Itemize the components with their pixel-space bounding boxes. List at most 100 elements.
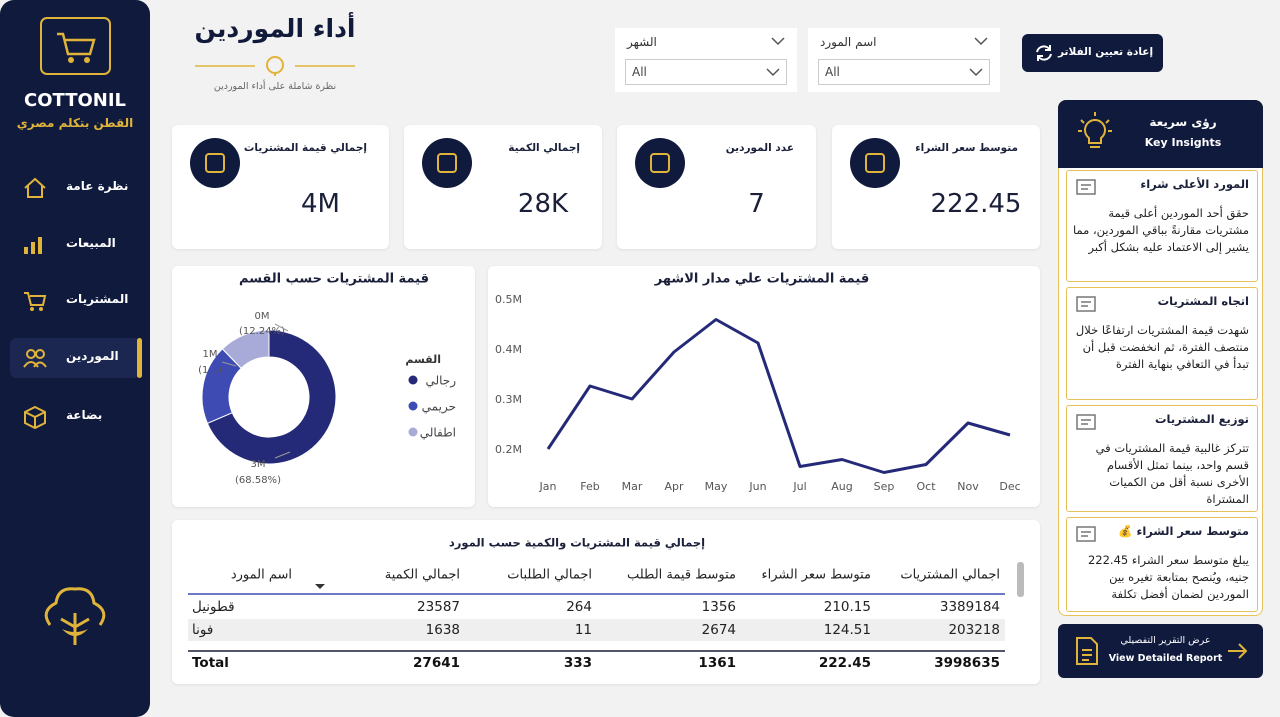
total-cell: 3998635 — [934, 655, 1000, 671]
nav-icon — [23, 349, 47, 368]
insight-text: حقق أحد الموردين أعلى قيمة مشتريات مقارن… — [1073, 206, 1249, 254]
kpi-label: عدد الموردين — [725, 142, 794, 154]
column-header: اجمالي الكمية — [385, 568, 460, 583]
table-cell: 124.51 — [824, 622, 871, 638]
slice-amount-label: 3M — [251, 459, 266, 470]
insight-glyph — [1076, 179, 1096, 195]
nav-label: المبيعات — [66, 236, 116, 250]
filter-dropdown[interactable]: All — [625, 59, 787, 85]
y-tick-label: 0.2M — [495, 443, 522, 456]
legend-swatch — [408, 375, 418, 385]
x-tick-label: Feb — [580, 480, 599, 493]
table-title: إجمالي قيمة المشتريات والكمية حسب المورد — [449, 536, 705, 551]
scrollbar — [1017, 562, 1024, 597]
kpi-value: 222.45 — [930, 189, 1022, 219]
legend-swatch — [408, 427, 418, 437]
insights-subtitle: Key Insights — [1144, 136, 1222, 149]
doc-icon — [1076, 637, 1098, 665]
reset-label: إعادة تعيين الفلاتر — [1058, 46, 1154, 58]
nav-item-active[interactable]: الموردين — [10, 338, 142, 378]
nav-item[interactable]: نظرة عامة — [10, 168, 140, 208]
filter[interactable]: الشهر All — [615, 28, 797, 92]
nav-label: نظرة عامة — [66, 179, 129, 193]
insights-title: رؤى سريعة — [1149, 115, 1217, 129]
filter[interactable]: اسم المورد All — [808, 28, 1000, 92]
x-tick-label: Nov — [957, 480, 979, 493]
column-header: متوسط سعر الشراء — [761, 568, 871, 583]
report-button[interactable]: عرض التقرير التفصيلي View Detailed Repor… — [1058, 624, 1263, 678]
kpi-value: 28K — [517, 189, 569, 219]
insight-title: اتجاه المشتريات — [1157, 294, 1249, 308]
tagline: القطن بتكلم مصري — [16, 116, 134, 130]
nav-item[interactable]: المبيعات — [10, 225, 140, 265]
chevron — [766, 68, 780, 77]
insight-card: اتجاه المشتريات شهدت قيمة المشتريات ارتفا… — [1066, 287, 1258, 400]
line-card — [488, 266, 1040, 507]
kpi-value: 4M — [301, 189, 340, 219]
kpi-glyph — [865, 153, 885, 173]
kpi-icon — [190, 138, 240, 188]
nav-icon — [24, 292, 47, 311]
kpi-label: إجمالي الكمية — [508, 142, 580, 154]
nav-item[interactable]: المشتريات — [10, 281, 140, 321]
nav-item[interactable]: بضاعة — [10, 397, 140, 437]
row-band — [188, 619, 1005, 641]
legend-label: حريمي — [422, 400, 456, 415]
leader — [221, 361, 237, 367]
x-tick-label: Aug — [831, 480, 852, 493]
kpi-card: إجمالي قيمة المشتريات 4M — [172, 125, 389, 249]
table-cell: قطونيل — [192, 599, 235, 615]
leader — [274, 451, 291, 459]
x-tick-label: Mar — [622, 480, 643, 493]
kpi-glyph — [437, 153, 457, 173]
filter-label: اسم المورد — [820, 35, 877, 49]
reset-button[interactable]: إعادة تعيين الفلاتر — [1022, 34, 1163, 72]
table-cell: 203218 — [948, 622, 1000, 638]
report-subtitle: View Detailed Report — [1108, 653, 1223, 664]
insight-title: توزيع المشتريات — [1154, 412, 1249, 426]
insight-card: المورد الأعلى شراء حقق أحد الموردين أعلى … — [1066, 170, 1258, 282]
insights-header: رؤى سريعة Key Insights — [1058, 100, 1263, 168]
insight-icon — [1075, 412, 1099, 436]
insight-text: يبلغ متوسط سعر الشراء 222.45 جنيه، ويُنص… — [1087, 553, 1249, 601]
legend-label: اطفالي — [420, 426, 456, 440]
filter-value: All — [632, 65, 647, 79]
filter-label: الشهر — [627, 35, 657, 49]
kpi-glyph — [650, 153, 670, 173]
x-tick-label: Jul — [792, 480, 806, 493]
insight-title: المورد الأعلى شراء — [1140, 177, 1249, 191]
chevron — [771, 37, 785, 46]
x-tick-label: May — [705, 480, 728, 493]
kpi-icon — [422, 138, 472, 188]
kpi-label: متوسط سعر الشراء — [915, 142, 1018, 154]
y-tick-label: 0.5M — [495, 293, 522, 306]
cotton-icon — [44, 587, 106, 645]
total-cell: 222.45 — [819, 655, 871, 671]
insight-card: توزيع المشتريات تتركز غالبية قيمة المشتري… — [1066, 405, 1258, 512]
chart-title: قيمة المشتريات حسب القسم — [239, 272, 429, 287]
legend-title: القسم — [405, 353, 441, 366]
logo — [40, 17, 111, 75]
insight-card: متوسط سعر الشراء 💰 يبلغ متوسط سعر الشراء … — [1066, 517, 1258, 612]
x-tick-label: Jun — [748, 480, 766, 493]
nav-label: بضاعة — [66, 408, 103, 422]
donut-slice — [221, 329, 270, 369]
legend-swatch — [408, 401, 418, 411]
insight-icon — [1075, 294, 1099, 318]
total-cell: 333 — [564, 655, 592, 671]
kpi-card: متوسط سعر الشراء 222.45 — [832, 125, 1040, 249]
kpi-icon — [635, 138, 685, 188]
slice-value-label: (1...) — [198, 365, 222, 376]
x-tick-label: Dec — [999, 480, 1020, 493]
total-cell: Total — [192, 655, 229, 671]
table-cell: 3389184 — [940, 599, 1000, 615]
filter-dropdown[interactable]: All — [818, 59, 990, 85]
chart-title: قيمة المشتريات علي مدار الاشهر — [654, 272, 869, 287]
leader — [274, 323, 289, 332]
kpi-glyph — [205, 153, 225, 173]
table-cell: 23587 — [417, 599, 460, 615]
title-ornament — [195, 56, 355, 76]
table-cell: 264 — [566, 599, 592, 615]
x-tick-label: Sep — [874, 480, 895, 493]
